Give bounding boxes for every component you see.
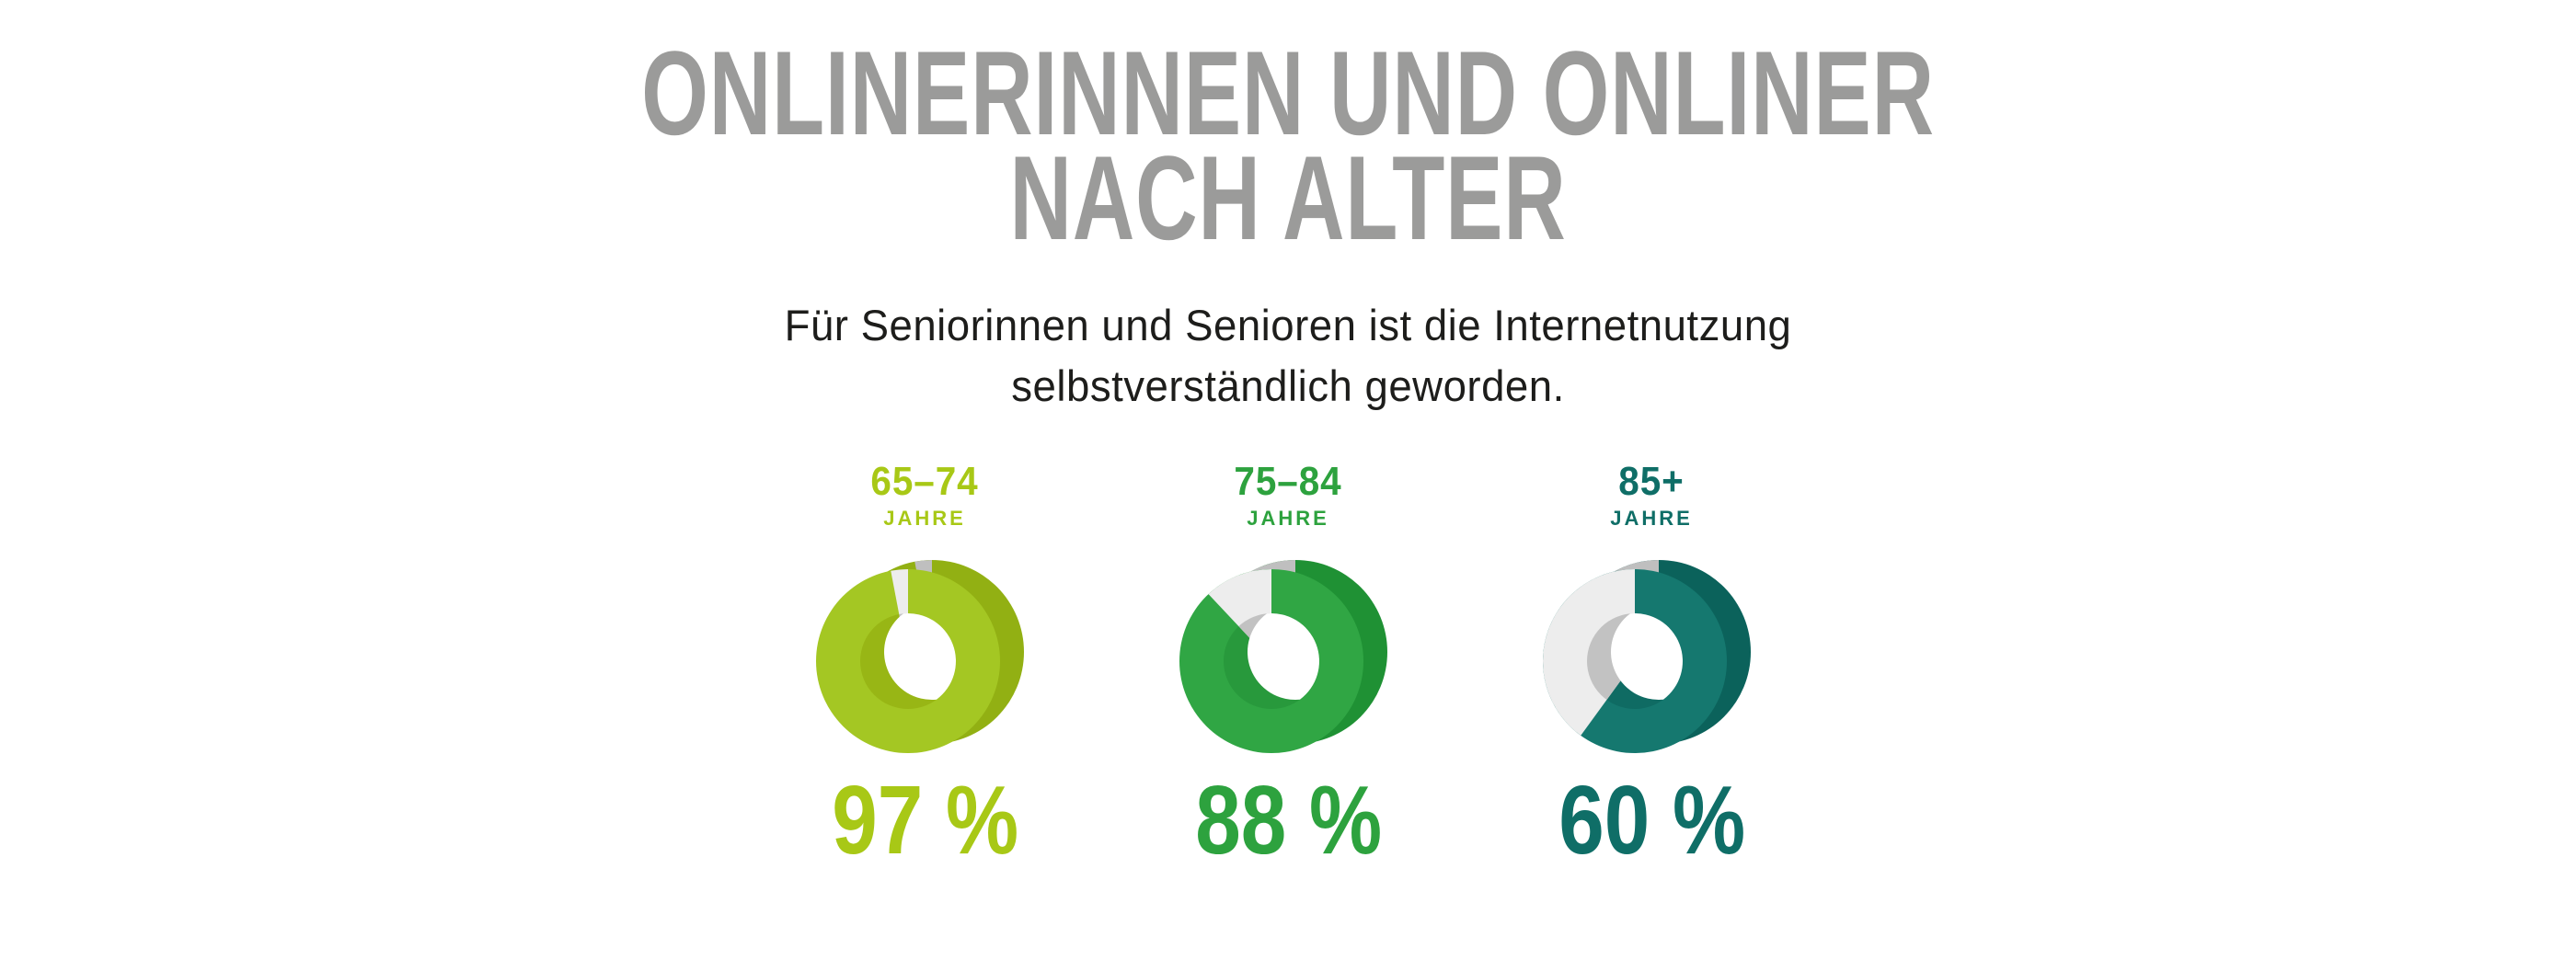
donut-hole [1248, 613, 1319, 701]
page-title: ONLINERINNEN UND ONLINER NACH ALTER [0, 26, 2576, 266]
donut-chart-65-74 [814, 545, 1035, 762]
page-subtitle: Für Seniorinnen und Senioren ist die Int… [0, 295, 2576, 417]
donut-3d-svg [1543, 560, 1751, 754]
infographic-page: ONLINERINNEN UND ONLINER NACH ALTER Für … [0, 26, 2576, 960]
percentage-value-65-74: 97 % [832, 766, 1019, 875]
title-line-2: NACH ALTER [1009, 131, 1567, 266]
age-range-label: 75–84 [1234, 459, 1342, 505]
donut-group-85-plus-jahre: 85+ JAHRE 60 % [1541, 462, 1762, 869]
percentage-value-75-84: 88 % [1195, 766, 1383, 875]
donut-hole [1611, 613, 1683, 701]
donut-chart-row: 65–74 JAHRE 97 % 75–84 JAHRE 88 % 85+ JA… [0, 462, 2576, 869]
donut-group-65-74-jahre: 65–74 JAHRE 97 % [814, 462, 1035, 869]
donut-caption: 85+ JAHRE [1541, 462, 1762, 529]
age-unit-label: JAHRE [1247, 507, 1329, 531]
donut-chart-85-plus [1541, 545, 1762, 762]
subtitle-line-1: Für Seniorinnen und Senioren ist die Int… [784, 300, 1792, 349]
donut-caption: 75–84 JAHRE [1178, 462, 1398, 529]
age-unit-label: JAHRE [883, 507, 966, 531]
title-line-1: ONLINERINNEN UND ONLINER [641, 26, 1935, 160]
donut-3d-svg [816, 560, 1024, 754]
donut-group-75-84-jahre: 75–84 JAHRE 88 % [1178, 462, 1398, 869]
donut-caption: 65–74 JAHRE [814, 462, 1035, 529]
subtitle-line-2: selbstverständlich geworden. [1011, 360, 1565, 410]
age-range-label: 85+ [1618, 459, 1685, 505]
age-range-label: 65–74 [870, 459, 979, 505]
percentage-value-85-plus: 60 % [1558, 766, 1746, 875]
donut-3d-svg [1179, 560, 1387, 754]
donut-hole [884, 613, 956, 701]
age-unit-label: JAHRE [1610, 507, 1693, 531]
donut-chart-75-84 [1178, 545, 1398, 762]
donut-inner-wall-remainder [1587, 613, 1635, 710]
